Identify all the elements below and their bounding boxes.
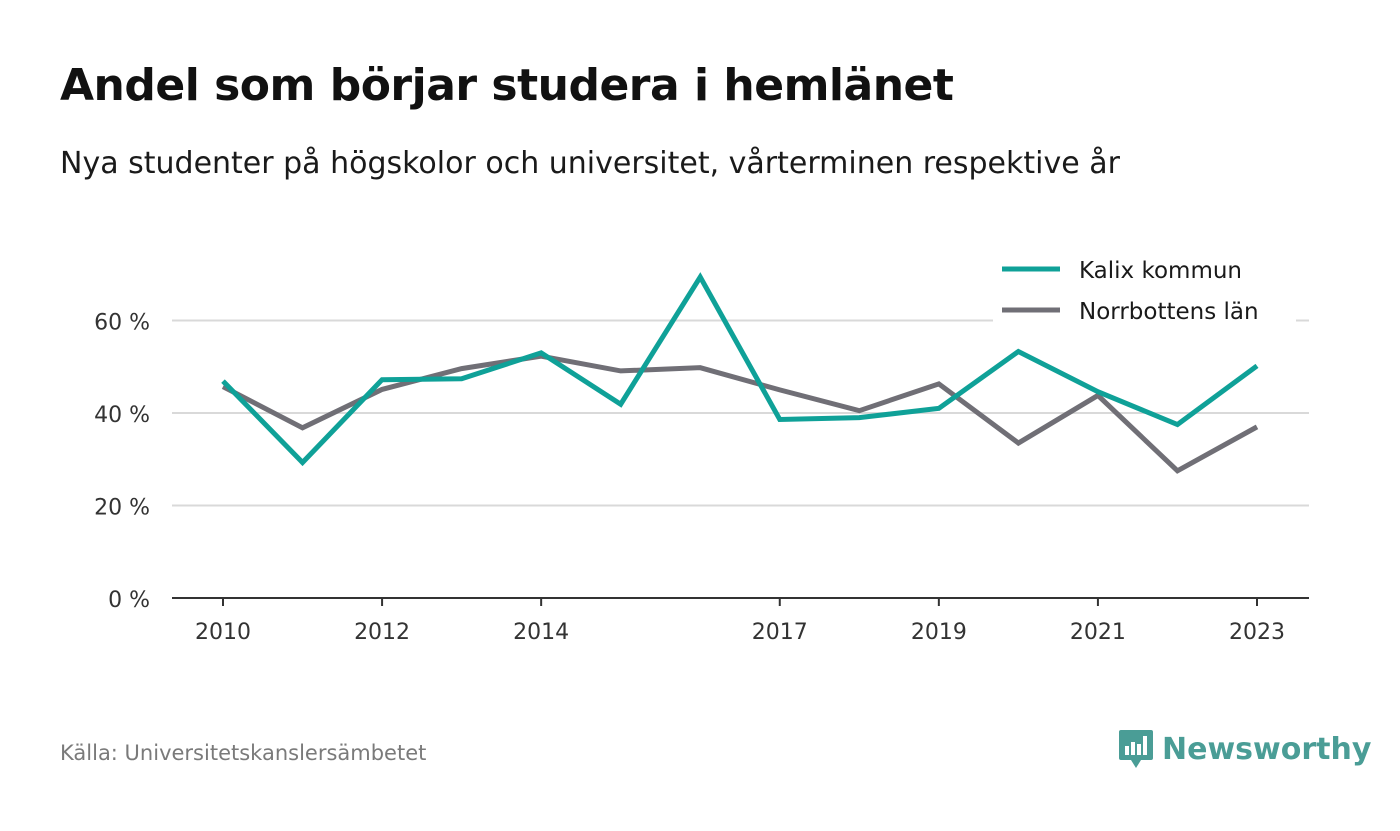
- x-tick-label: 2017: [752, 620, 808, 645]
- chart-title: Andel som börjar studera i hemlänet: [60, 60, 954, 111]
- legend-label-norrbotten: Norrbottens län: [1079, 299, 1259, 325]
- newsworthy-logo: Newsworthy: [1118, 728, 1371, 770]
- brand-name: Newsworthy: [1162, 731, 1372, 767]
- y-tick-label: 60 %: [94, 311, 150, 336]
- legend: Kalix kommun Norrbottens län: [993, 250, 1296, 340]
- y-tick-label: 0 %: [108, 588, 150, 613]
- legend-background: [993, 250, 1296, 340]
- x-tick-label: 2023: [1229, 620, 1285, 645]
- y-tick-label: 20 %: [94, 496, 150, 521]
- x-tick-label: 2021: [1070, 620, 1126, 645]
- line-chart: 0 % 20 % 40 % 60 % 2010 2012 2014 2017 2019 2021…: [94, 250, 1309, 645]
- chart-subtitle: Nya studenter på högskolor och universit…: [60, 146, 1120, 181]
- legend-label-kalix: Kalix kommun: [1079, 258, 1242, 284]
- y-axis-tick-labels: 0 % 20 % 40 % 60 %: [94, 311, 150, 614]
- x-tick-label: 2012: [354, 620, 410, 645]
- series-line-kalix: [221, 272, 1259, 467]
- x-tick-label: 2014: [513, 620, 569, 645]
- y-tick-label: 40 %: [94, 403, 150, 428]
- newsworthy-logo-icon: [1119, 730, 1153, 768]
- series-lines: [221, 272, 1259, 474]
- x-axis-ticks: 2010 2012 2014 2017 2019 2021 2023: [195, 598, 1285, 645]
- source-note: Källa: Universitetskanslersämbetet: [60, 741, 427, 765]
- x-tick-label: 2019: [911, 620, 967, 645]
- x-tick-label: 2010: [195, 620, 251, 645]
- series-line-norrbotten: [221, 353, 1259, 474]
